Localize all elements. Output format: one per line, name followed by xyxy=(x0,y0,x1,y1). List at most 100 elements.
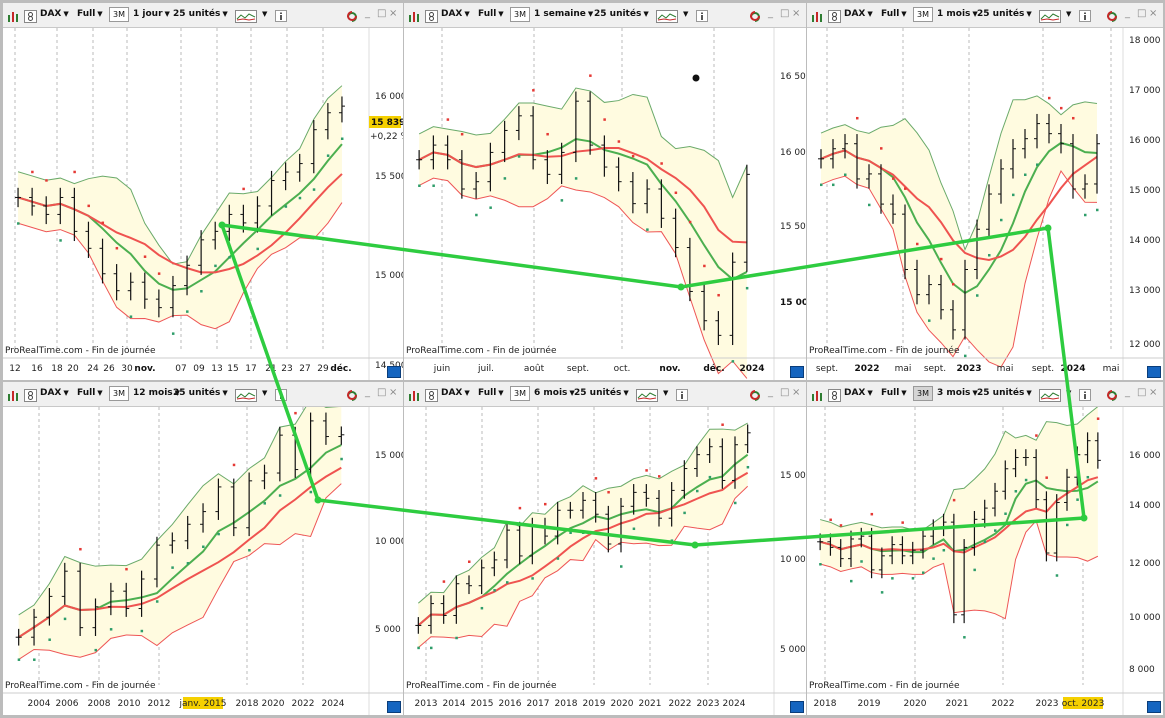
minimize-icon[interactable]: _ xyxy=(1125,8,1130,19)
minimize-icon[interactable]: _ xyxy=(768,8,773,19)
indicators-dropdown[interactable]: ▼ xyxy=(1064,7,1071,22)
price-chart[interactable]: 18 000 17 000 16 000 15 000 14 000 13 000 12 0… xyxy=(807,28,1163,380)
maximize-icon[interactable]: □ xyxy=(780,8,790,19)
instrument-selector[interactable]: DAX ▼ xyxy=(441,386,470,401)
info-icon[interactable] xyxy=(1079,8,1092,22)
link-icon[interactable] xyxy=(425,8,438,23)
units-selector[interactable]: 25 unités ▼ xyxy=(173,386,228,401)
period-selector[interactable]: 1 mois ▼ xyxy=(937,7,978,22)
info-icon[interactable] xyxy=(275,8,288,22)
link-icon[interactable] xyxy=(828,8,841,23)
info-icon[interactable] xyxy=(275,387,288,401)
period-selector[interactable]: 12 mois ▼ xyxy=(133,386,180,401)
instrument-selector[interactable]: DAX ▼ xyxy=(40,386,69,401)
link-icon[interactable] xyxy=(24,387,37,402)
close-icon[interactable]: × xyxy=(792,387,801,398)
indicators-dropdown[interactable]: ▼ xyxy=(260,7,267,22)
info-icon[interactable] xyxy=(1079,387,1092,401)
range-3m-button[interactable]: 3M xyxy=(913,7,933,22)
mode-selector[interactable]: Full ▼ xyxy=(478,7,504,22)
indicators-icon[interactable] xyxy=(235,8,257,23)
info-icon[interactable] xyxy=(676,387,689,401)
indicators-dropdown[interactable]: ▼ xyxy=(681,7,688,22)
chart-type-icon[interactable] xyxy=(408,8,421,22)
units-selector[interactable]: 25 unités ▼ xyxy=(574,386,629,401)
instrument-selector[interactable]: DAX ▼ xyxy=(844,386,873,401)
price-chart[interactable]: 15 000 10 000 5 000 2004 2006 2008 2010 2012 jan… xyxy=(3,407,403,715)
link-icon[interactable] xyxy=(425,387,438,402)
indicators-icon[interactable] xyxy=(636,387,658,402)
units-selector[interactable]: 25 unités ▼ xyxy=(594,7,649,22)
units-selector[interactable]: 25 unités ▼ xyxy=(173,7,228,22)
refresh-icon[interactable] xyxy=(748,8,761,22)
maximize-icon[interactable]: □ xyxy=(1137,387,1147,398)
chart-type-icon[interactable] xyxy=(7,8,20,22)
info-icon[interactable] xyxy=(696,8,709,22)
period-selector-label: 12 mois xyxy=(133,388,173,398)
expand-axis-icon[interactable] xyxy=(387,701,401,713)
range-3m-button[interactable]: 3M xyxy=(109,386,129,401)
instrument-selector[interactable]: DAX ▼ xyxy=(40,7,69,22)
mode-selector[interactable]: Full ▼ xyxy=(77,7,103,22)
indicators-icon[interactable] xyxy=(656,8,678,23)
indicators-dropdown[interactable]: ▼ xyxy=(260,386,267,401)
chart-panel-2: DAX ▼ Full ▼ 3M 1 semaine ▼ 25 unités ▼ ▼ _ □ × 16 50… xyxy=(404,3,806,380)
minimize-icon[interactable]: _ xyxy=(768,387,773,398)
mode-selector[interactable]: Full ▼ xyxy=(77,386,103,401)
minimize-icon[interactable]: _ xyxy=(365,8,370,19)
chart-type-icon[interactable] xyxy=(408,387,421,401)
close-icon[interactable]: × xyxy=(389,8,398,19)
expand-axis-icon[interactable] xyxy=(790,366,804,378)
indicators-dropdown[interactable]: ▼ xyxy=(1064,386,1071,401)
minimize-icon[interactable]: _ xyxy=(1125,387,1130,398)
indicators-icon[interactable] xyxy=(1039,8,1061,23)
instrument-selector[interactable]: DAX ▼ xyxy=(441,7,470,22)
close-icon[interactable]: × xyxy=(389,387,398,398)
chart-type-icon[interactable] xyxy=(811,387,824,401)
maximize-icon[interactable]: □ xyxy=(377,387,387,398)
period-selector[interactable]: 1 jour ▼ xyxy=(133,7,170,22)
refresh-icon[interactable] xyxy=(345,387,358,401)
sar-dot xyxy=(59,239,62,242)
period-selector[interactable]: 6 mois ▼ xyxy=(534,386,575,401)
units-selector[interactable]: 25 unités ▼ xyxy=(977,7,1032,22)
indicators-icon[interactable] xyxy=(235,387,257,402)
mode-selector[interactable]: Full ▼ xyxy=(881,386,907,401)
indicators-icon[interactable] xyxy=(1039,387,1061,402)
refresh-icon[interactable] xyxy=(1105,387,1118,401)
price-chart[interactable]: 15 000 10 000 5 000 2013 2014 2015 2016 2017 201… xyxy=(404,407,806,715)
instrument-selector[interactable]: DAX ▼ xyxy=(844,7,873,22)
range-3m-button[interactable]: 3M xyxy=(510,7,530,22)
maximize-icon[interactable]: □ xyxy=(1137,8,1147,19)
range-3m-button[interactable]: 3M xyxy=(109,7,129,22)
refresh-icon[interactable] xyxy=(748,387,761,401)
period-selector[interactable]: 3 mois ▼ xyxy=(937,386,978,401)
mode-selector[interactable]: Full ▼ xyxy=(881,7,907,22)
mode-selector[interactable]: Full ▼ xyxy=(478,386,504,401)
price-chart[interactable]: 16 000 14 000 12 000 10 000 8 000 2018 2019 202… xyxy=(807,407,1163,715)
chevron-down-icon: ▼ xyxy=(174,389,181,397)
expand-axis-icon[interactable] xyxy=(1147,366,1161,378)
expand-axis-icon[interactable] xyxy=(387,366,401,378)
maximize-icon[interactable]: □ xyxy=(377,8,387,19)
units-selector[interactable]: 25 unités ▼ xyxy=(977,386,1032,401)
expand-axis-icon[interactable] xyxy=(1147,701,1161,713)
link-icon[interactable] xyxy=(828,387,841,402)
range-3m-button[interactable]: 3M xyxy=(510,386,530,401)
close-icon[interactable]: × xyxy=(792,8,801,19)
expand-axis-icon[interactable] xyxy=(790,701,804,713)
chart-type-icon[interactable] xyxy=(7,387,20,401)
close-icon[interactable]: × xyxy=(1149,387,1158,398)
close-icon[interactable]: × xyxy=(1149,8,1158,19)
link-icon[interactable] xyxy=(24,8,37,23)
refresh-icon[interactable] xyxy=(1105,8,1118,22)
maximize-icon[interactable]: □ xyxy=(780,387,790,398)
range-3m-button[interactable]: 3M xyxy=(913,386,933,401)
minimize-icon[interactable]: _ xyxy=(365,387,370,398)
period-selector[interactable]: 1 semaine ▼ xyxy=(534,7,593,22)
refresh-icon[interactable] xyxy=(345,8,358,22)
indicators-dropdown[interactable]: ▼ xyxy=(661,386,668,401)
price-chart[interactable]: 16 500 16 000 15 500 15 000 juin juil. août sep… xyxy=(404,28,806,380)
chart-type-icon[interactable] xyxy=(811,8,824,22)
